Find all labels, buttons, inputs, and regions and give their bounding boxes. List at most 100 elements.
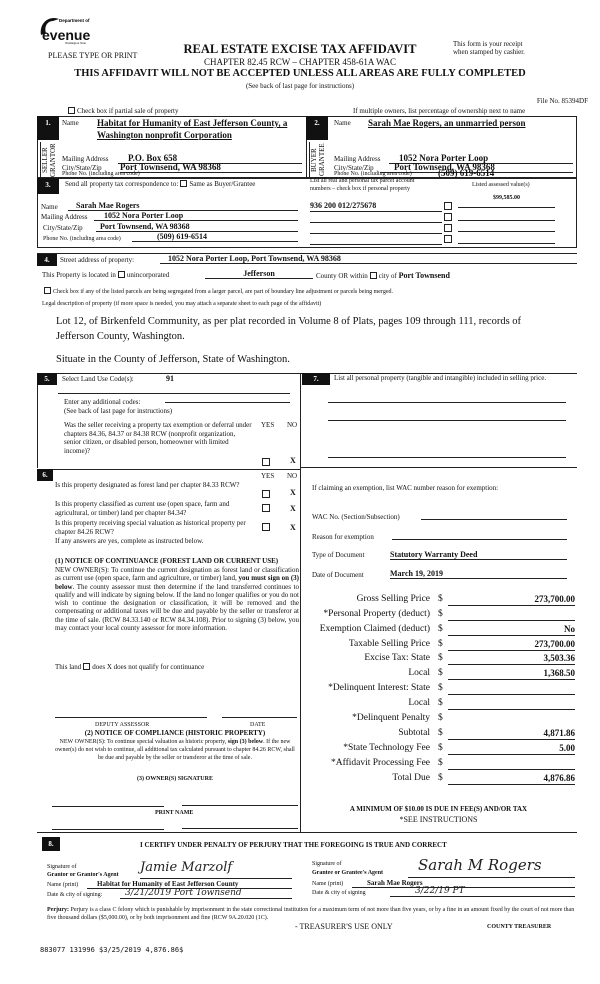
grantor-signature[interactable]: Jamie Marzolf bbox=[140, 860, 292, 879]
personal-property-checkbox-2[interactable] bbox=[444, 213, 452, 221]
file-number: File No. 85394DF bbox=[536, 97, 588, 105]
assessed-value-1[interactable]: $99,585.00 bbox=[458, 195, 555, 208]
personal-property-line-3[interactable] bbox=[328, 457, 566, 458]
tax-label: *Personal Property (deduct) bbox=[323, 609, 430, 619]
land-use-code-label: Select Land Use Code(s): bbox=[62, 375, 134, 383]
land-use-code[interactable]: 91 bbox=[166, 374, 174, 383]
phone-label: Phone No. (including area code) bbox=[62, 171, 140, 177]
exemption-question: Was the seller receiving a property tax … bbox=[64, 421, 252, 455]
city-label: City/State/Zip bbox=[334, 164, 374, 172]
section-1-badge: 1. bbox=[37, 116, 59, 140]
county-field[interactable]: Jefferson bbox=[205, 269, 313, 279]
unincorporated-checkbox[interactable] bbox=[117, 271, 125, 278]
tax-label: Exemption Claimed (deduct) bbox=[319, 624, 430, 634]
seller-city[interactable]: Port Townsend, WA 98368 bbox=[120, 162, 302, 173]
excise-tax-state[interactable]: 3,503.36 bbox=[448, 653, 575, 665]
owner-signature-line[interactable] bbox=[52, 806, 164, 807]
city-value[interactable]: Port Townsend bbox=[398, 271, 450, 280]
continuance-row: This land does X does not qualify for con… bbox=[55, 663, 204, 671]
current-use-yes-checkbox[interactable] bbox=[262, 504, 270, 512]
personal-property-deduct[interactable] bbox=[448, 609, 575, 621]
seller-mailing-address[interactable]: P.O. Box 658 bbox=[118, 153, 302, 164]
personal-property-line-2[interactable] bbox=[328, 420, 566, 421]
partial-sale-checkbox[interactable] bbox=[68, 107, 75, 114]
grantor-print-name[interactable]: Habitat for Humanity of East Jefferson C… bbox=[87, 880, 292, 889]
forest-land-yes-checkbox[interactable] bbox=[262, 490, 270, 498]
dollar-sign: $ bbox=[438, 728, 443, 738]
seller-phone[interactable] bbox=[160, 169, 302, 178]
state-technology-fee[interactable]: 5.00 bbox=[448, 743, 575, 755]
buyer-name[interactable]: Sarah Mae Rogers, an unmarried person bbox=[368, 118, 526, 128]
street-label: Street address of property: bbox=[60, 256, 135, 264]
grantee-signature[interactable]: Sarah M Rogers bbox=[408, 856, 575, 878]
taxable-selling-price[interactable]: 273,700.00 bbox=[448, 639, 575, 651]
excise-tax-local[interactable]: 1,368.50 bbox=[448, 668, 575, 680]
correspondence-city[interactable]: Port Townsend, WA 98368 bbox=[96, 222, 298, 232]
same-as-buyer-checkbox[interactable] bbox=[180, 180, 188, 187]
exemption-no-mark[interactable]: X bbox=[290, 456, 296, 465]
name-label: Name bbox=[62, 119, 79, 127]
property-street-address[interactable]: 1052 Nora Porter Loop, Port Townsend, WA… bbox=[160, 254, 577, 264]
assessed-value-2[interactable] bbox=[458, 212, 555, 221]
segregated-checkbox[interactable] bbox=[44, 287, 51, 294]
correspondence-mailing[interactable]: 1052 Nora Porter Loop bbox=[94, 211, 298, 221]
buyer-mailing-address[interactable]: 1052 Nora Porter Loop bbox=[389, 153, 573, 164]
doc-type-field[interactable]: Statutory Warranty Deed bbox=[390, 550, 567, 560]
deputy-assessor-line[interactable] bbox=[55, 717, 207, 718]
correspondence-name[interactable]: Sarah Mae Rogers bbox=[68, 201, 298, 211]
name-label: Name bbox=[41, 203, 58, 211]
forest-land-no-mark[interactable]: X bbox=[290, 488, 296, 497]
legal-description-line-2[interactable]: Jefferson County, Washington. bbox=[56, 331, 185, 342]
legal-description-line-1[interactable]: Lot 12, of Birkenfeld Community, as per … bbox=[56, 316, 522, 327]
parcel-number-3[interactable] bbox=[310, 224, 442, 234]
delinquent-interest-state[interactable] bbox=[448, 683, 575, 695]
historic-no-mark[interactable]: X bbox=[290, 523, 296, 532]
tax-label: Excise Tax: State bbox=[364, 653, 430, 663]
grantor-date-city[interactable]: 3/21/2019 Port Townsend bbox=[120, 888, 292, 899]
parcel-number-4[interactable] bbox=[310, 235, 442, 245]
exemption-claimed[interactable]: No bbox=[448, 624, 575, 636]
grantee-date-city[interactable]: 3/22/19 PT bbox=[390, 886, 575, 897]
seller-name-line-1[interactable]: Habitat for Humanity of East Jefferson C… bbox=[97, 118, 288, 128]
subtotal[interactable]: 4,871.86 bbox=[448, 728, 575, 740]
owner-signature-line-2[interactable] bbox=[182, 805, 298, 806]
affidavit-processing-fee[interactable] bbox=[448, 758, 575, 770]
personal-property-line-1[interactable] bbox=[328, 402, 566, 403]
parcel-header: numbers – check box if personal property bbox=[310, 186, 410, 192]
exemption-yes-checkbox[interactable] bbox=[262, 458, 270, 466]
additional-codes-input[interactable] bbox=[165, 402, 290, 403]
within-city-checkbox[interactable] bbox=[369, 272, 377, 279]
date-line[interactable] bbox=[222, 717, 297, 718]
reason-input[interactable] bbox=[392, 539, 567, 540]
dollar-sign: $ bbox=[438, 758, 443, 768]
personal-property-checkbox-1[interactable] bbox=[444, 202, 452, 210]
wac-input[interactable] bbox=[421, 519, 567, 520]
personal-property-checkbox-3[interactable] bbox=[444, 224, 452, 232]
gross-selling-price[interactable]: 273,700.00 bbox=[448, 594, 575, 606]
seller-name-line-2[interactable]: Washington nonprofit Corporation bbox=[97, 130, 232, 140]
legal-description-line-3[interactable]: Situate in the County of Jefferson, Stat… bbox=[56, 354, 290, 365]
print-name-line-2[interactable] bbox=[182, 828, 298, 829]
yes-header: YES bbox=[261, 421, 275, 429]
dollar-sign: $ bbox=[438, 594, 443, 604]
parcel-number-2[interactable] bbox=[310, 213, 442, 223]
doc-type-label: Type of Document bbox=[312, 551, 365, 559]
grantee-print-name[interactable]: Sarah Mae Rogers bbox=[352, 879, 575, 888]
assessed-value-3[interactable] bbox=[458, 223, 555, 232]
current-use-no-mark[interactable]: X bbox=[290, 504, 296, 513]
same-as-buyer-label: Same as Buyer/Grantee bbox=[189, 180, 256, 188]
delinquent-interest-local[interactable] bbox=[448, 698, 575, 710]
does-not-label[interactable]: X does not qualify for continuance bbox=[106, 663, 205, 671]
does-qualify-checkbox[interactable] bbox=[83, 663, 91, 670]
total-due[interactable]: 4,876.86 bbox=[448, 773, 575, 785]
personal-property-checkbox-4[interactable] bbox=[444, 235, 452, 243]
parcel-number-1[interactable]: 936 200 012/275678 bbox=[310, 201, 442, 212]
correspondence-phone[interactable]: (509) 619-6514 bbox=[132, 232, 298, 242]
print-name-line[interactable] bbox=[52, 829, 164, 830]
buyer-city[interactable]: Port Townsend, WA 98368 bbox=[380, 162, 573, 173]
historic-yes-checkbox[interactable] bbox=[262, 523, 270, 531]
warning-line: THIS AFFIDAVIT WILL NOT BE ACCEPTED UNLE… bbox=[74, 68, 526, 79]
tax-label: Taxable Selling Price bbox=[348, 639, 430, 649]
doc-date-field[interactable]: March 19, 2019 bbox=[390, 569, 567, 579]
assessed-value-4[interactable] bbox=[458, 235, 555, 244]
